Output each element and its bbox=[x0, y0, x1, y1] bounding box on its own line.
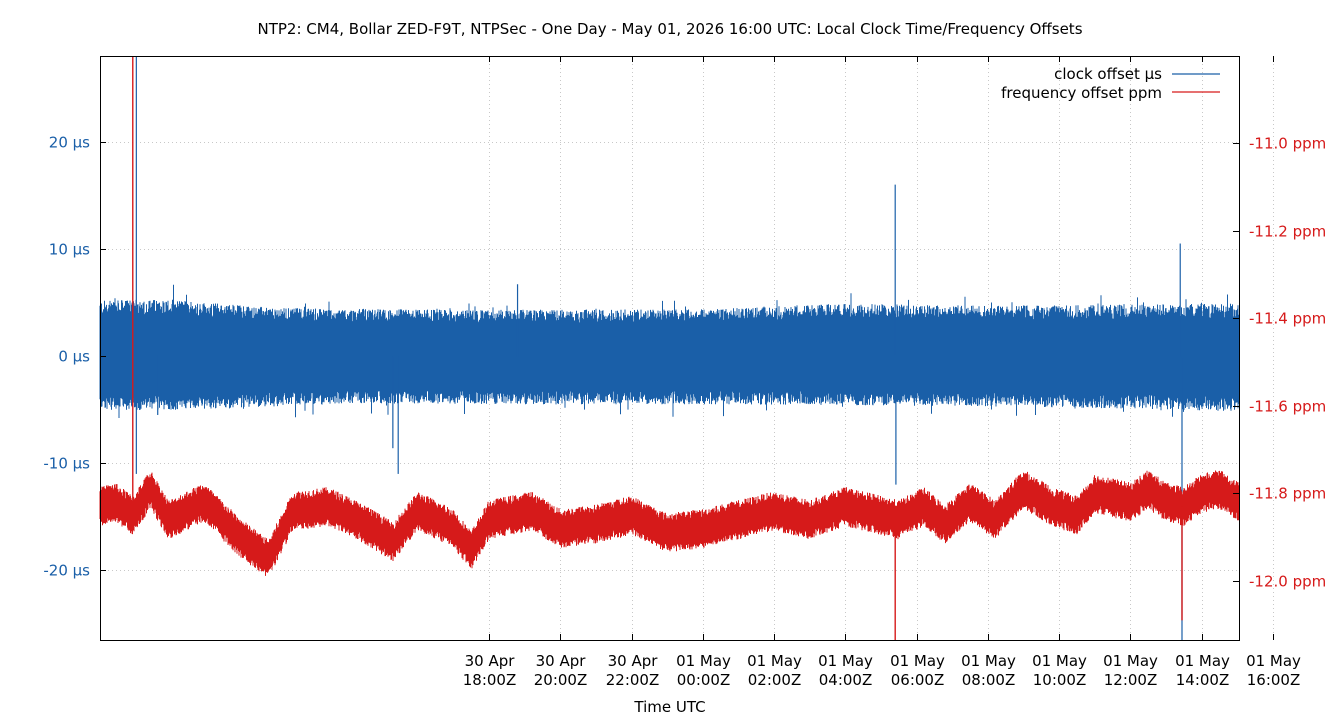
y-right-tick-label: -11.4 ppm bbox=[1249, 310, 1326, 328]
y-left-tick-label: -20 µs bbox=[43, 562, 90, 580]
x-tick-label-date: 01 May bbox=[1032, 652, 1087, 670]
y-right-tick-label: -12.0 ppm bbox=[1249, 573, 1326, 591]
x-tick-label-time: 16:00Z bbox=[1247, 671, 1301, 689]
x-tick-label-date: 01 May bbox=[818, 652, 873, 670]
plot-frame bbox=[100, 56, 1240, 641]
x-axis-label: Time UTC bbox=[633, 698, 705, 716]
x-tick-label-date: 01 May bbox=[1175, 652, 1230, 670]
x-tick-label-time: 18:00Z bbox=[463, 671, 517, 689]
x-tick-label-time: 04:00Z bbox=[819, 671, 873, 689]
x-tick-label-date: 30 Apr bbox=[536, 652, 587, 670]
x-tick-label-date: 01 May bbox=[747, 652, 802, 670]
x-tick-label-date: 01 May bbox=[1103, 652, 1158, 670]
y-right-tick-label: -11.2 ppm bbox=[1249, 223, 1326, 241]
chart-title: NTP2: CM4, Bollar ZED-F9T, NTPSec - One … bbox=[257, 20, 1082, 38]
x-tick-label-time: 22:00Z bbox=[606, 671, 660, 689]
x-tick-label-date: 01 May bbox=[676, 652, 731, 670]
x-tick-label-date: 01 May bbox=[890, 652, 945, 670]
x-tick-label-date: 30 Apr bbox=[608, 652, 659, 670]
legend-label-frequency-offset: frequency offset ppm bbox=[1001, 84, 1162, 102]
y-right-tick-label: -11.0 ppm bbox=[1249, 135, 1326, 153]
y-left-tick-label: -10 µs bbox=[43, 455, 90, 473]
y-left-tick-label: 20 µs bbox=[49, 134, 90, 152]
x-tick-label-date: 01 May bbox=[961, 652, 1016, 670]
legend-label-clock-offset: clock offset µs bbox=[1054, 65, 1162, 83]
x-tick-label-time: 00:00Z bbox=[677, 671, 731, 689]
x-tick-label-time: 02:00Z bbox=[748, 671, 802, 689]
x-tick-label-time: 08:00Z bbox=[962, 671, 1016, 689]
y-right-tick-label: -11.6 ppm bbox=[1249, 398, 1326, 416]
x-tick-label-time: 12:00Z bbox=[1104, 671, 1158, 689]
y-right-tick-label: -11.8 ppm bbox=[1249, 485, 1326, 503]
series-layer bbox=[99, 56, 1240, 640]
legend: clock offset µs frequency offset ppm bbox=[1001, 65, 1220, 102]
x-tick-label-time: 20:00Z bbox=[534, 671, 588, 689]
x-tick-label-date: 01 May bbox=[1246, 652, 1301, 670]
x-tick-label-time: 10:00Z bbox=[1033, 671, 1087, 689]
y-left-tick-label: 10 µs bbox=[49, 241, 90, 259]
x-tick-label-date: 30 Apr bbox=[465, 652, 516, 670]
x-tick-label-time: 06:00Z bbox=[891, 671, 945, 689]
y-left-tick-label: 0 µs bbox=[58, 348, 90, 366]
x-tick-label-time: 14:00Z bbox=[1176, 671, 1230, 689]
